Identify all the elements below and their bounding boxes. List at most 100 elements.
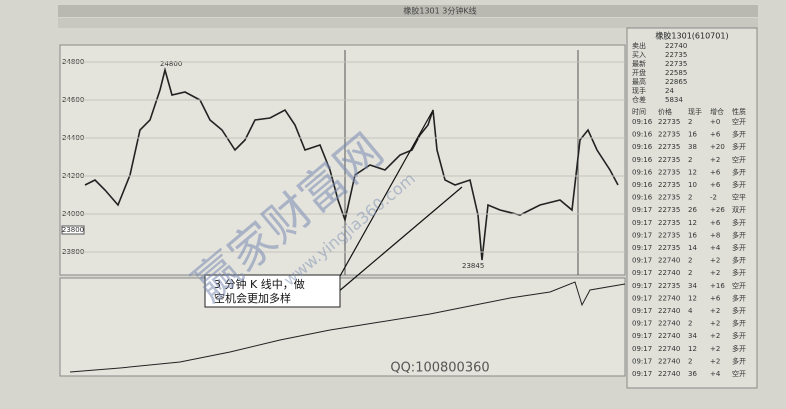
trade-cell: 36 [688, 370, 697, 378]
trade-cell: 2 [688, 118, 692, 126]
trade-cell: 09:16 [632, 168, 653, 176]
trade-cell: +2 [710, 332, 720, 340]
trade-cell: +6 [710, 294, 721, 302]
price-panel [59, 44, 626, 276]
trade-cell: +2 [710, 357, 720, 365]
trade-cell: 2 [688, 257, 692, 265]
field-label: 最新 [632, 59, 646, 68]
trade-cell: 12 [688, 168, 697, 176]
field-value: 22865 [665, 78, 687, 86]
trade-cell: 2 [688, 357, 692, 365]
column-header: 时间 [632, 107, 646, 116]
trade-cell: 09:17 [632, 370, 652, 378]
trade-cell: 09:17 [632, 307, 652, 315]
trade-cell: +2 [710, 345, 720, 353]
column-header: 价格 [658, 107, 672, 116]
trade-cell: 多开 [732, 319, 746, 328]
trade-cell: 多开 [732, 180, 746, 189]
trade-cell: 22735 [658, 156, 680, 164]
trade-cell: +8 [710, 231, 720, 239]
trade-cell: 空开 [732, 117, 746, 126]
field-label: 最高 [632, 77, 646, 86]
trade-cell: 多开 [732, 243, 746, 252]
arrow [334, 111, 433, 286]
trade-cell: 4 [688, 307, 693, 315]
field-label: 现手 [632, 86, 646, 95]
trade-cell: 12 [688, 294, 697, 302]
trade-cell: 12 [688, 219, 697, 227]
trade-cell: 16 [688, 231, 697, 239]
column-header: 性质 [732, 107, 746, 116]
column-header: 现手 [688, 107, 702, 116]
quote-title: 橡胶1301(610701) [655, 31, 728, 41]
trade-cell: 22735 [658, 118, 680, 126]
trade-cell: 多开 [732, 344, 746, 353]
trade-cell: 09:17 [632, 219, 652, 227]
trade-cell: +16 [710, 282, 725, 290]
field-value: 22735 [665, 60, 687, 68]
trade-cell: 多开 [732, 306, 746, 315]
trade-cell: +20 [710, 143, 725, 151]
trade-cell: 09:16 [632, 194, 653, 202]
trade-cell: 22740 [658, 269, 680, 277]
field-value: 22740 [665, 42, 687, 50]
trade-cell: 22740 [658, 332, 680, 340]
trade-cell: 2 [688, 194, 692, 202]
trade-cell: 22740 [658, 357, 680, 365]
field-label: 买入 [632, 51, 646, 59]
field-value: 24 [665, 87, 674, 95]
trade-cell: 22735 [658, 231, 680, 239]
left-label-box [61, 225, 85, 235]
trade-cell: 22735 [658, 131, 680, 139]
trade-cell: 34 [688, 282, 697, 290]
trade-cell: 09:17 [632, 231, 652, 239]
low-label: 23845 [462, 262, 484, 270]
annotation-line: 空机会更加多样 [214, 291, 291, 305]
trade-cell: 22740 [658, 345, 680, 353]
trade-cell: 09:17 [632, 345, 652, 353]
trade-cell: 09:17 [632, 282, 652, 290]
trade-cell: 多开 [732, 230, 746, 239]
trade-cell: 09:16 [632, 131, 653, 139]
trade-cell: 空平 [732, 193, 746, 202]
trade-cell: 22735 [658, 219, 680, 227]
trade-cell: 09:17 [632, 294, 652, 302]
trade-cell: 09:17 [632, 206, 652, 214]
trade-cell: 22735 [658, 244, 680, 252]
arrow [337, 186, 463, 293]
trade-cell: 09:16 [632, 118, 653, 126]
trade-cell: 09:16 [632, 181, 653, 189]
trade-cell: 2 [688, 320, 692, 328]
trade-cell: -2 [710, 194, 717, 202]
trade-cell: 空开 [732, 369, 746, 378]
high-label: 24800 [160, 60, 182, 68]
field-value: 22585 [665, 69, 687, 77]
lower-panel [59, 277, 626, 377]
trade-cell: 09:17 [632, 269, 652, 277]
trade-cell: 22740 [658, 257, 680, 265]
trade-cell: 10 [688, 181, 697, 189]
trade-cell: 22735 [658, 168, 680, 176]
trade-cell: 22740 [658, 294, 680, 302]
qq-text: QQ:100800360 [390, 361, 489, 376]
trade-cell: 22735 [658, 206, 680, 214]
field-value: 5834 [665, 96, 683, 104]
trade-cell: 09:16 [632, 156, 653, 164]
trade-cell: +2 [710, 156, 720, 164]
trade-cell: +0 [710, 118, 720, 126]
trade-cell: 09:16 [632, 143, 653, 151]
trade-cell: 22735 [658, 282, 680, 290]
trade-cell: 38 [688, 143, 697, 151]
trade-cell: 34 [688, 332, 697, 340]
trade-cell: 12 [688, 345, 697, 353]
trade-cell: 09:17 [632, 257, 652, 265]
trade-cell: 多开 [732, 293, 746, 302]
trade-cell: 多开 [732, 142, 746, 151]
field-label: 卖出 [632, 41, 646, 50]
trade-cell: 空开 [732, 155, 746, 164]
left-label: 23800 [62, 226, 84, 234]
field-label: 仓差 [632, 95, 646, 104]
